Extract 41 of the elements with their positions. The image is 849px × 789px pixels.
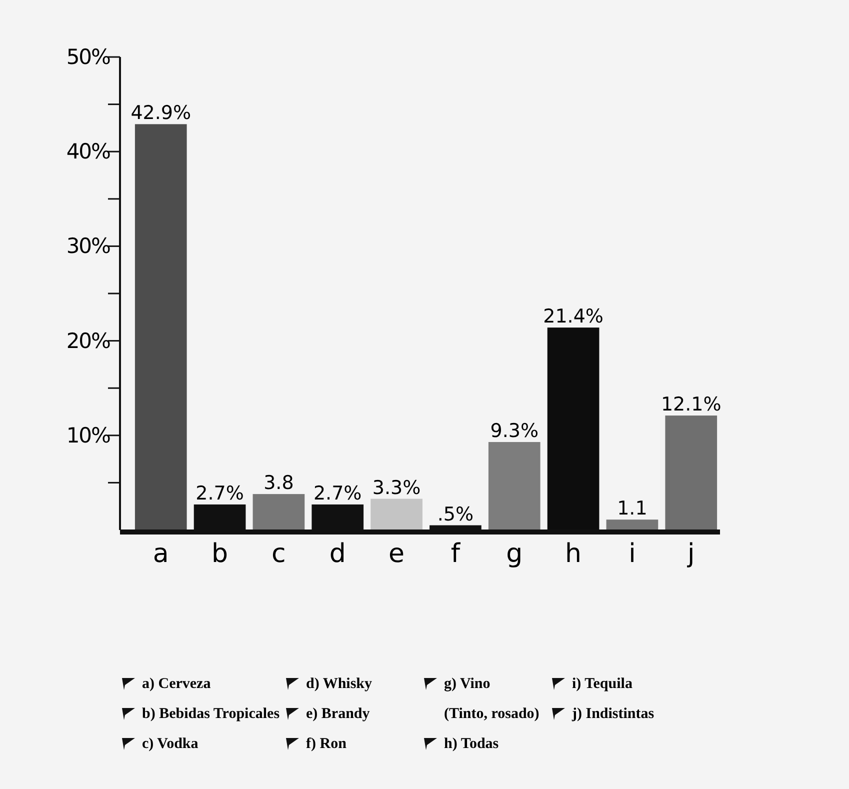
x-tick-label: d: [329, 539, 346, 569]
y-tick-label: 50%: [66, 45, 110, 69]
x-tick-label: j: [686, 539, 695, 569]
data-label: 42.9%: [130, 102, 192, 124]
y-tick-label: 10%: [66, 423, 110, 448]
x-tick-label: a: [152, 539, 169, 569]
data-label: 12.1%: [660, 394, 722, 416]
bar: [606, 520, 658, 530]
text: a) Cerveza: [142, 676, 212, 692]
y-tick-label: 30%: [66, 234, 110, 258]
x-tick-label: f: [450, 539, 461, 569]
text: h) Todas: [444, 736, 499, 752]
text: f) Ron: [306, 736, 348, 752]
bar: [370, 498, 422, 530]
x-tick-label: e: [388, 539, 405, 569]
data-label: .5%: [437, 503, 474, 526]
text: i) Tequila: [572, 676, 633, 692]
bar: [488, 442, 540, 530]
y-tick-label: 40%: [66, 140, 110, 164]
x-tick-label: h: [565, 539, 582, 569]
data-label: 3.8: [264, 472, 294, 494]
text: j) Indistintas: [571, 706, 654, 722]
text: d) Whisky: [306, 676, 373, 692]
y-tick-label: 20%: [66, 328, 110, 353]
text: g) Vino (Tinto, rosado): [444, 676, 540, 722]
data-label: 1.1: [617, 498, 648, 520]
x-tick-label: i: [628, 539, 636, 569]
data-label: 9.3%: [490, 420, 539, 442]
bar: [134, 124, 187, 530]
text: c) Vodka: [142, 736, 199, 752]
data-label: 2.7%: [196, 482, 244, 504]
data-label: 21.4%: [543, 306, 604, 328]
x-tick-label: c: [272, 539, 286, 569]
x-tick-label: g: [506, 539, 523, 569]
text: e) Brandy: [306, 706, 370, 722]
text: b) Bebidas Tropicales: [142, 706, 280, 722]
data-label: 2.7%: [313, 482, 362, 504]
bar: [252, 494, 305, 530]
data-label: 3.3%: [372, 476, 421, 499]
bar: [665, 416, 718, 530]
x-tick-label: b: [212, 539, 228, 569]
